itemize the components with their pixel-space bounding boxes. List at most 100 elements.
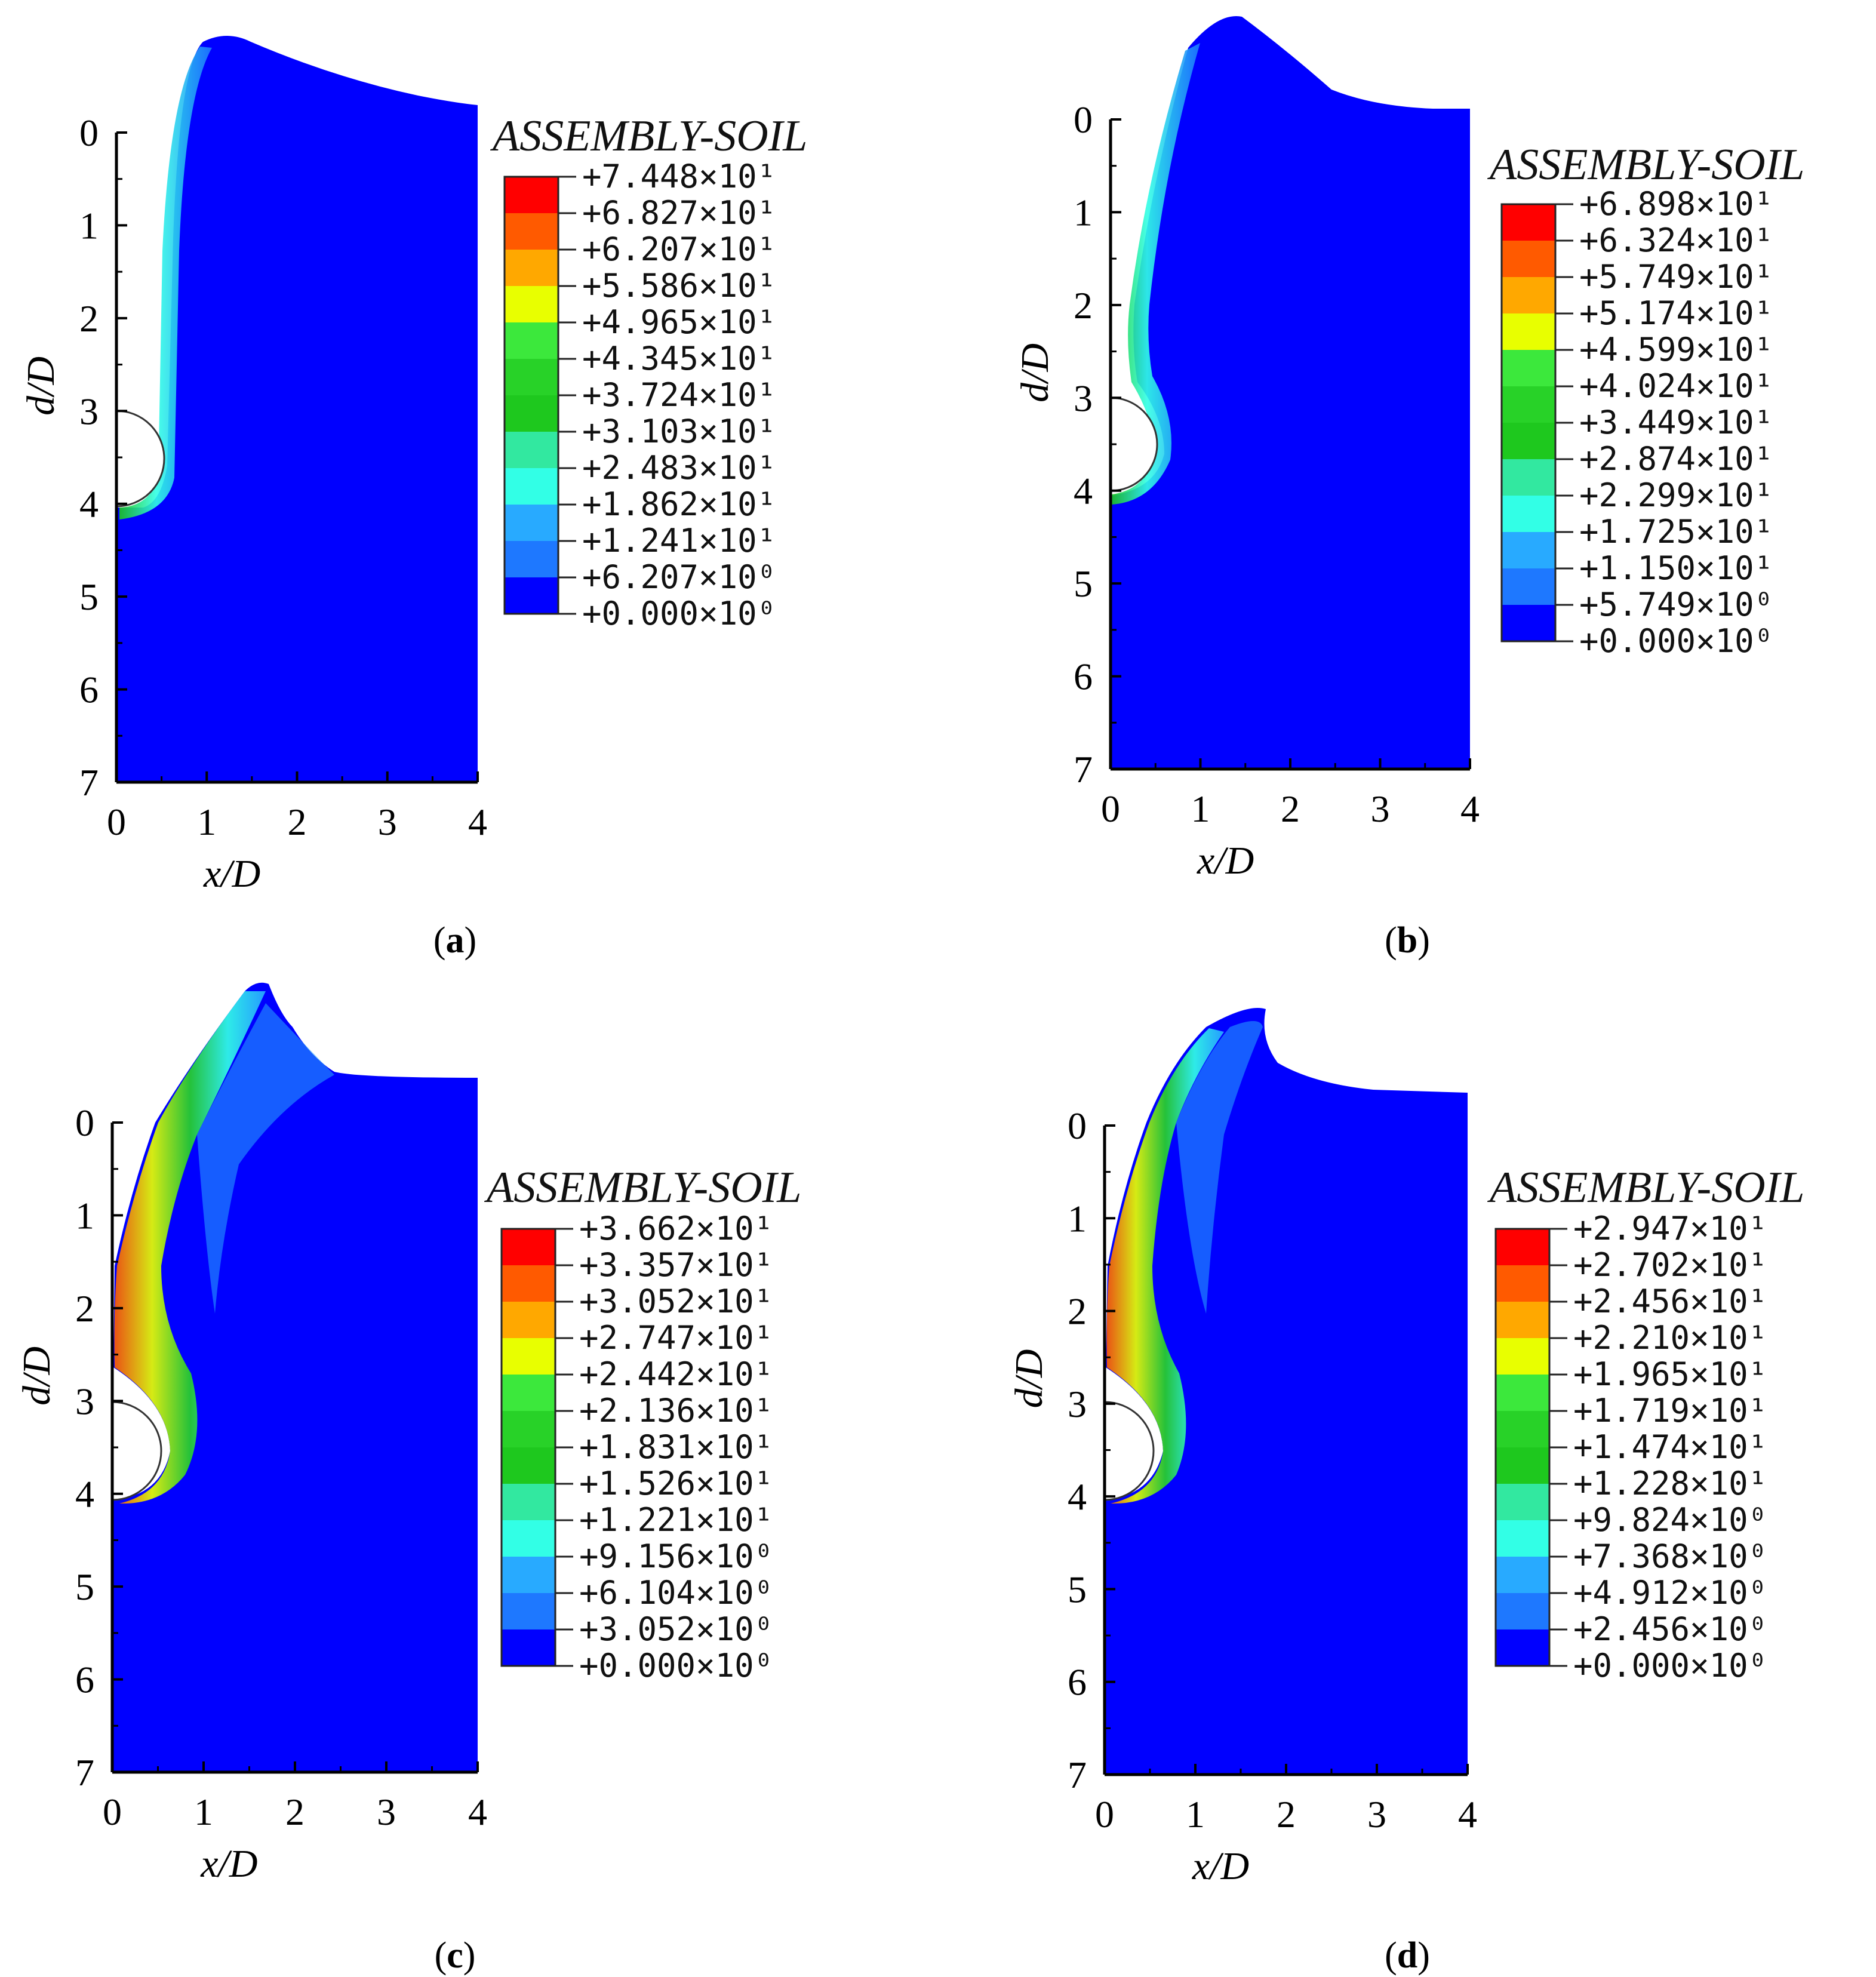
legend-color-swatch — [1496, 1629, 1549, 1666]
legend-value-label: +2.947×10¹ — [1573, 1210, 1767, 1247]
panel-b — [1109, 16, 1470, 771]
pipe-cavity — [115, 410, 165, 508]
x-tick-label: 1 — [194, 1791, 213, 1833]
legend-color-swatch — [1502, 423, 1555, 459]
y-tick-label: 3 — [1074, 377, 1093, 419]
legend-value-label: +5.749×10⁰ — [1579, 586, 1773, 623]
legend-value-label: +7.448×10¹ — [582, 158, 776, 195]
x-tick-label: 0 — [1101, 788, 1120, 830]
y-axis-label: d/D — [1007, 1349, 1051, 1408]
legend-color-swatch — [1496, 1229, 1549, 1265]
y-tick-label: 3 — [79, 390, 99, 432]
legend-color-swatch — [505, 250, 558, 286]
panel-label: (b) — [1385, 920, 1430, 961]
legend-value-label: +9.156×10⁰ — [579, 1538, 773, 1575]
pipe-cavity — [111, 1401, 162, 1501]
weak-zone — [197, 1003, 334, 1314]
panel-d — [1103, 1008, 1468, 1776]
legend-color-swatch — [1496, 1593, 1549, 1629]
y-axis-label: d/D — [15, 1346, 59, 1406]
panel-label: (d) — [1385, 1935, 1430, 1976]
y-tick-label: 4 — [75, 1473, 94, 1515]
legend-color-swatch — [1496, 1520, 1549, 1557]
y-tick-label: 0 — [1068, 1105, 1087, 1147]
y-tick-label: 7 — [75, 1751, 94, 1794]
legend-color-swatch — [502, 1338, 555, 1375]
legend-color-swatch — [1496, 1557, 1549, 1593]
y-tick-label: 6 — [1074, 656, 1093, 698]
y-tick-label: 5 — [1074, 562, 1093, 605]
y-tick-label: 4 — [79, 483, 99, 525]
panel-c — [110, 982, 478, 1774]
legend-value-label: +4.912×10⁰ — [1573, 1574, 1767, 1612]
legend-value-label: +4.965×10¹ — [582, 303, 776, 341]
y-axis-label: d/D — [1013, 343, 1057, 402]
legend-color-swatch — [502, 1447, 555, 1484]
legend-color-swatch — [502, 1229, 555, 1265]
y-tick-label: 5 — [79, 576, 99, 618]
x-tick-label: 4 — [1460, 788, 1480, 830]
legend-color-swatch — [502, 1302, 555, 1338]
legend-color-swatch — [1502, 496, 1555, 532]
legend-title: ASSEMBLY-SOIL — [490, 112, 807, 161]
y-tick-label: 7 — [1068, 1754, 1087, 1796]
legend-color-swatch — [1502, 241, 1555, 277]
legend-color-swatch — [1502, 605, 1555, 641]
legend-value-label: +3.449×10¹ — [1579, 404, 1773, 441]
legend-value-label: +4.345×10¹ — [582, 340, 776, 377]
pipe-cavity — [1109, 396, 1158, 492]
legend-color-swatch — [502, 1265, 555, 1302]
shear-band — [119, 47, 212, 519]
y-axis-label: d/D — [19, 356, 63, 416]
legend-value-label: +6.104×10⁰ — [579, 1574, 773, 1612]
y-tick-label: 4 — [1074, 470, 1093, 512]
legend-color-swatch — [1496, 1375, 1549, 1411]
y-tick-label: 2 — [75, 1287, 94, 1330]
legend-color-swatch — [1496, 1302, 1549, 1338]
shear-band — [114, 991, 266, 1504]
shear-band — [1106, 1028, 1224, 1504]
legend-value-label: +3.724×10¹ — [582, 376, 776, 414]
legend-value-label: +1.719×10¹ — [1573, 1392, 1767, 1429]
legend-value-label: +1.150×10¹ — [1579, 549, 1773, 587]
legend-color-swatch — [505, 359, 558, 395]
legend-color-swatch — [505, 395, 558, 432]
legend-color-swatch — [1502, 459, 1555, 496]
legend-value-label: +3.662×10¹ — [579, 1210, 773, 1247]
legend-color-swatch — [1496, 1447, 1549, 1484]
y-tick-label: 4 — [1068, 1475, 1087, 1518]
legend-value-label: +2.136×10¹ — [579, 1392, 773, 1429]
legend-color-swatch — [1502, 350, 1555, 386]
x-tick-label: 4 — [468, 1791, 487, 1833]
legend-value-label: +2.456×10¹ — [1573, 1283, 1767, 1320]
legend-value-label: +1.526×10¹ — [579, 1465, 773, 1502]
legend-value-label: +9.824×10⁰ — [1573, 1501, 1767, 1539]
legend-color-swatch — [1496, 1265, 1549, 1302]
legend-title: ASSEMBLY-SOIL — [1487, 1163, 1804, 1212]
soil-domain — [116, 36, 478, 782]
legend-value-label: +1.474×10¹ — [1573, 1428, 1767, 1466]
x-axis-label: x/D — [1197, 839, 1254, 883]
legend-color-swatch — [502, 1484, 555, 1520]
x-tick-label: 3 — [1371, 788, 1390, 830]
x-axis-label: x/D — [200, 1842, 257, 1886]
legend-color-swatch — [502, 1411, 555, 1447]
legend-value-label: +3.052×10⁰ — [579, 1610, 773, 1648]
y-tick-label: 0 — [1074, 99, 1093, 141]
legend-value-label: +1.862×10¹ — [582, 485, 776, 523]
legend-value-label: +0.000×10⁰ — [1579, 622, 1773, 660]
legend-value-label: +1.221×10¹ — [579, 1501, 773, 1539]
legend-value-label: +6.898×10¹ — [1579, 185, 1773, 223]
y-tick-label: 1 — [79, 204, 99, 247]
y-tick-label: 0 — [75, 1102, 94, 1144]
y-tick-label: 3 — [75, 1380, 94, 1422]
legend-color-swatch — [505, 177, 558, 213]
soil-domain — [1111, 16, 1470, 769]
x-axis-label: x/D — [203, 852, 260, 896]
y-tick-label: 6 — [1068, 1661, 1087, 1704]
shear-band — [1112, 43, 1200, 505]
legend-value-label: +5.586×10¹ — [582, 267, 776, 305]
y-tick-label: 1 — [1074, 191, 1093, 233]
